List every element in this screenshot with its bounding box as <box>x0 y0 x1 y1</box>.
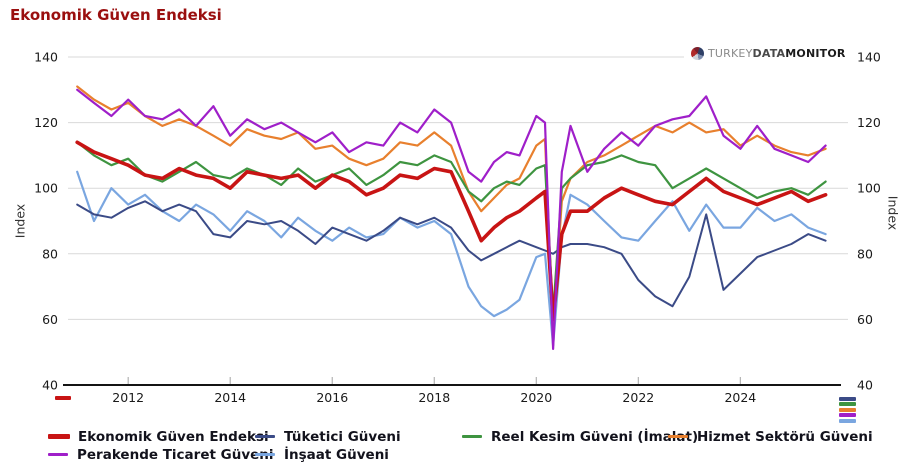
legend-swatch-green <box>462 435 482 438</box>
turkeydatamonitor-logo: TURKEYDATAMONITOR <box>684 43 853 63</box>
series-line-1 <box>76 200 827 308</box>
y-axis-title-right: Index <box>885 195 901 231</box>
legend-label: Perakende Ticaret Güveni <box>77 446 274 463</box>
legend-item-perakende-ticaret-guveni[interactable]: Perakende Ticaret Güveni <box>48 446 274 463</box>
series-end-marker <box>839 407 856 412</box>
legend-swatch-navy <box>255 435 275 438</box>
legend-item-tuketici-guveni[interactable]: Tüketici Güveni <box>255 428 401 445</box>
legend-item-insaat-guveni[interactable]: İnşaat Güveni <box>255 446 389 463</box>
x-tick-label: 2022 <box>622 390 654 405</box>
y-tick-label-left: 100 <box>34 181 58 196</box>
y-axis-title-left: Index <box>12 203 28 239</box>
legend-item-reel-kesim-guveni[interactable]: Reel Kesim Güveni (İmalat) <box>462 428 698 445</box>
x-tick-label: 2018 <box>418 390 450 405</box>
logo-text-data: DATA <box>752 46 786 60</box>
x-tick-label: 2016 <box>316 390 348 405</box>
series-line-3 <box>76 85 827 331</box>
y-tick-label-left: 140 <box>34 50 58 65</box>
legend-swatch-red <box>48 434 70 439</box>
legend-label: Ekonomik Güven Endeksi <box>78 428 269 445</box>
y-tick-label-right: 40 <box>857 378 873 393</box>
x-tick-label: 2024 <box>724 390 756 405</box>
legend-swatch-orange <box>668 435 688 438</box>
y-tick-label-right: 100 <box>857 181 881 196</box>
series-end-marker <box>839 413 856 418</box>
legend-label: Tüketici Güveni <box>284 428 401 445</box>
legend-label: Hizmet Sektörü Güveni <box>697 428 873 445</box>
legend-label: İnşaat Güveni <box>284 446 389 463</box>
y-tick-label-right: 60 <box>857 312 873 327</box>
series-line-5 <box>76 170 827 347</box>
y-tick-label-left: 80 <box>42 246 58 261</box>
series-end-marker <box>839 418 856 423</box>
range-start-marker <box>55 396 71 400</box>
y-tick-label-left: 40 <box>42 378 58 393</box>
logo-text-monitor: MONITOR <box>785 46 846 60</box>
series-end-marker <box>839 397 856 401</box>
y-tick-label-right: 80 <box>857 246 873 261</box>
y-tick-label-right: 120 <box>857 115 881 130</box>
legend-label: Reel Kesim Güveni (İmalat) <box>491 428 699 445</box>
legend-swatch-lightblue <box>255 453 275 456</box>
series-line-2 <box>76 141 827 314</box>
y-tick-label-right: 140 <box>857 50 881 65</box>
legend-swatch-purple <box>48 453 68 456</box>
page-title: Ekonomik Güven Endeksi <box>10 6 222 24</box>
legend-item-ekonomik-guven-endeksi[interactable]: Ekonomik Güven Endeksi <box>48 428 269 445</box>
y-tick-label-left: 120 <box>34 115 58 130</box>
logo-text-turkey: TURKEY <box>708 46 753 60</box>
x-tick-label: 2012 <box>112 390 144 405</box>
x-tick-label: 2020 <box>520 390 552 405</box>
legend-item-hizmet-sektoru-guveni[interactable]: Hizmet Sektörü Güveni <box>668 428 873 445</box>
x-tick-label: 2014 <box>214 390 246 405</box>
y-tick-label-left: 60 <box>42 312 58 327</box>
series-end-marker <box>839 402 856 407</box>
series-line-0 <box>75 140 828 322</box>
pie-chart-logo-icon <box>691 46 704 60</box>
logo-text: TURKEYDATAMONITOR <box>708 47 846 60</box>
series-line-4 <box>76 88 827 350</box>
